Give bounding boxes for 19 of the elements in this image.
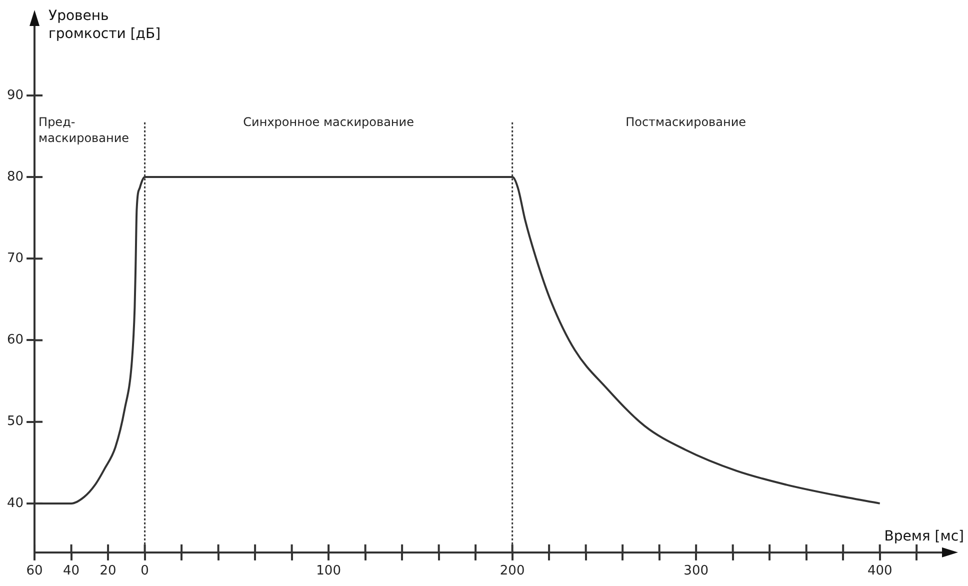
y-axis-title: Уровень громкости [дБ] (48, 8, 161, 42)
y-tick-label: 90 (6, 88, 24, 103)
x-tick-label: 300 (684, 564, 708, 579)
x-axis-title: Время [мс] (884, 528, 964, 544)
y-tick-label: 50 (6, 414, 24, 430)
y-tick-label: 80 (6, 169, 24, 184)
y-tick-label: 60 (6, 332, 24, 348)
x-tick-label: 60 (26, 564, 43, 579)
x-tick-label: 200 (500, 564, 525, 579)
x-tick-label: 40 (63, 564, 80, 579)
y-tick-label: 70 (6, 251, 24, 266)
x-tick-label: 100 (316, 564, 341, 579)
x-tick-label: 20 (100, 564, 116, 579)
x-tick-label: 400 (867, 564, 892, 579)
annotation: Постмаскирование (626, 115, 746, 129)
x-tick-label: 0 (140, 564, 149, 579)
y-tick-label: 40 (6, 496, 24, 511)
annotation: Синхронное маскирование (243, 115, 414, 129)
annotation: Пред- маскирование (38, 115, 130, 145)
